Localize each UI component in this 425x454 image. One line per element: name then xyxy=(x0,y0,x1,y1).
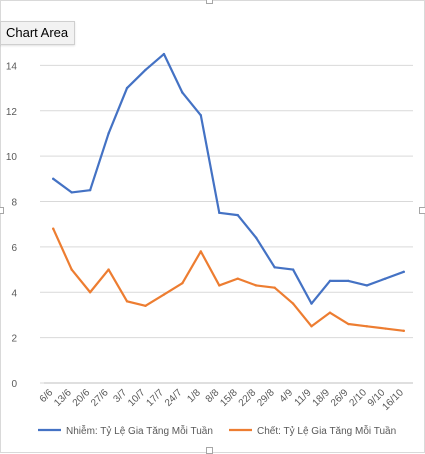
resize-handle-left-middle[interactable] xyxy=(0,207,4,214)
series-1-point-4-9 xyxy=(291,268,295,271)
series-1-point-2-10 xyxy=(365,284,369,287)
series-2-point-17-7 xyxy=(162,293,166,296)
series-1-point-27-6 xyxy=(107,132,110,135)
series-2-point-26-9 xyxy=(347,322,350,326)
series-2-point-9-10 xyxy=(384,327,387,330)
x-tick-label-2-10: 2/10 xyxy=(347,387,369,409)
series-2-point-20-6 xyxy=(88,291,92,294)
x-tick-label-24-7: 24/7 xyxy=(163,387,185,409)
series-1-point-9-10 xyxy=(384,277,387,280)
x-tick-label-29-8: 29/8 xyxy=(255,387,277,409)
x-tick-label-15-8: 15/8 xyxy=(218,387,240,409)
series-line-2 xyxy=(52,227,405,332)
series-2-point-4-9 xyxy=(291,302,295,305)
resize-handle-top-center[interactable] xyxy=(206,0,213,4)
series-2-point-18-9 xyxy=(328,311,332,314)
y-tick-label-12: 12 xyxy=(6,107,18,118)
series-1-point-29-8 xyxy=(273,266,276,269)
x-tick-label-11-9: 11/9 xyxy=(293,387,314,408)
x-tick-label-20-6: 20/6 xyxy=(71,387,93,409)
series-2-point-8-8 xyxy=(218,284,221,287)
y-tick-label-10: 10 xyxy=(6,152,18,163)
series-2-point-27-6 xyxy=(107,268,110,271)
series-2-point-6-6 xyxy=(52,227,55,230)
series-2-point-15-8 xyxy=(236,277,239,280)
series-2-point-22-8 xyxy=(254,284,258,287)
series-2-point-11-9 xyxy=(310,325,313,328)
chart-area-tooltip: Chart Area xyxy=(0,21,76,45)
series-2-point-16-10 xyxy=(402,329,405,333)
y-tick-label-0: 0 xyxy=(11,379,17,390)
legend-label-2: Chết: Tỷ Lệ Gia Tăng Mỗi Tuần xyxy=(257,424,396,437)
x-tick-label-17-7: 17/7 xyxy=(145,387,167,409)
series-1-point-22-8 xyxy=(254,236,258,239)
x-tick-label-13-6: 13/6 xyxy=(52,387,74,409)
y-tick-label-8: 8 xyxy=(11,198,17,209)
x-tick-label-16-10: 16/10 xyxy=(380,387,406,413)
legend-label-1: Nhiễm: Tỷ Lệ Gia Tăng Mỗi Tuần xyxy=(66,424,213,437)
series-1-point-1-8 xyxy=(199,114,203,117)
series-1-point-8-8 xyxy=(218,211,221,215)
series-2-point-3-7 xyxy=(125,300,129,303)
resize-handle-right-middle[interactable] xyxy=(419,207,425,214)
x-tick-label-18-9: 18/9 xyxy=(311,387,333,409)
series-2-point-13-6 xyxy=(70,268,73,271)
series-1-point-26-9 xyxy=(347,279,350,283)
series-2-point-2-10 xyxy=(365,325,369,328)
y-tick-label-4: 4 xyxy=(11,288,17,299)
y-tick-label-6: 6 xyxy=(11,243,17,254)
x-tick-label-27-6: 27/6 xyxy=(89,387,111,409)
series-1-point-18-9 xyxy=(328,279,332,283)
series-2-point-10-7 xyxy=(144,304,147,308)
series-1-point-24-7 xyxy=(181,91,184,94)
series-1-point-3-7 xyxy=(125,86,129,90)
series-1-point-6-6 xyxy=(52,177,55,181)
series-1-point-16-10 xyxy=(402,270,405,274)
series-1-point-15-8 xyxy=(236,213,239,217)
x-tick-label-22-8: 22/8 xyxy=(237,387,259,409)
series-2-point-1-8 xyxy=(199,250,203,253)
x-tick-label-26-9: 26/9 xyxy=(329,387,351,409)
x-tick-label-10-7: 10/7 xyxy=(126,387,148,409)
series-line-1 xyxy=(52,52,405,305)
x-tick-label-1-8: 1/8 xyxy=(185,387,203,405)
y-tick-label-2: 2 xyxy=(11,334,17,345)
series-1-point-20-6 xyxy=(88,188,92,192)
series-1-point-13-6 xyxy=(70,191,73,194)
y-tick-label-14: 14 xyxy=(6,61,18,72)
series-1-point-11-9 xyxy=(310,302,313,305)
series-2-point-24-7 xyxy=(181,281,184,285)
x-tick-label-4-9: 4/9 xyxy=(278,387,296,405)
series-1-point-17-7 xyxy=(162,52,166,56)
series-1-point-10-7 xyxy=(144,68,147,72)
series-2-point-29-8 xyxy=(273,286,276,289)
